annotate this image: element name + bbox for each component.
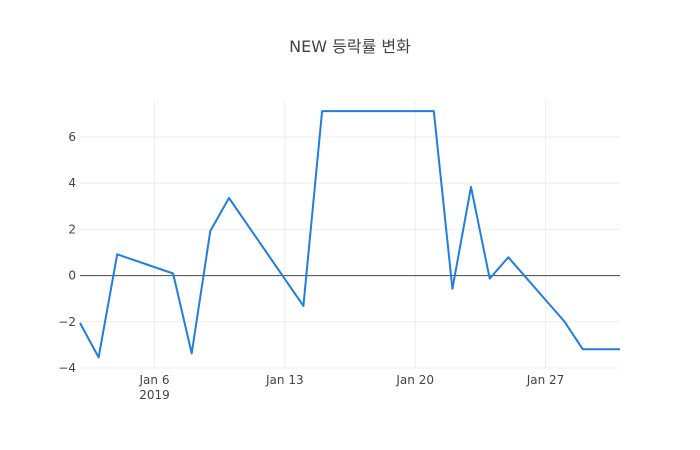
x-tick-label: Jan 20 <box>395 373 434 387</box>
x-tick-label: Jan 13 <box>265 373 304 387</box>
y-tick-label: 6 <box>68 130 76 144</box>
y-tick-label: 2 <box>68 222 76 236</box>
x-tick-year-label: 2019 <box>139 388 170 402</box>
chart-title: NEW 등락률 변화 <box>289 37 411 56</box>
y-axis-ticks: −4 −2 0 2 4 6 <box>58 130 76 375</box>
x-tick-label: Jan 6 <box>139 373 170 387</box>
y-tick-label: −4 <box>58 361 76 375</box>
y-tick-label: 0 <box>68 269 76 283</box>
y-tick-label: 4 <box>68 176 76 190</box>
x-tick-label: Jan 27 <box>526 373 565 387</box>
series-line[interactable] <box>79 110 620 359</box>
y-tick-label: −2 <box>58 315 76 329</box>
grid-lines <box>80 100 620 369</box>
